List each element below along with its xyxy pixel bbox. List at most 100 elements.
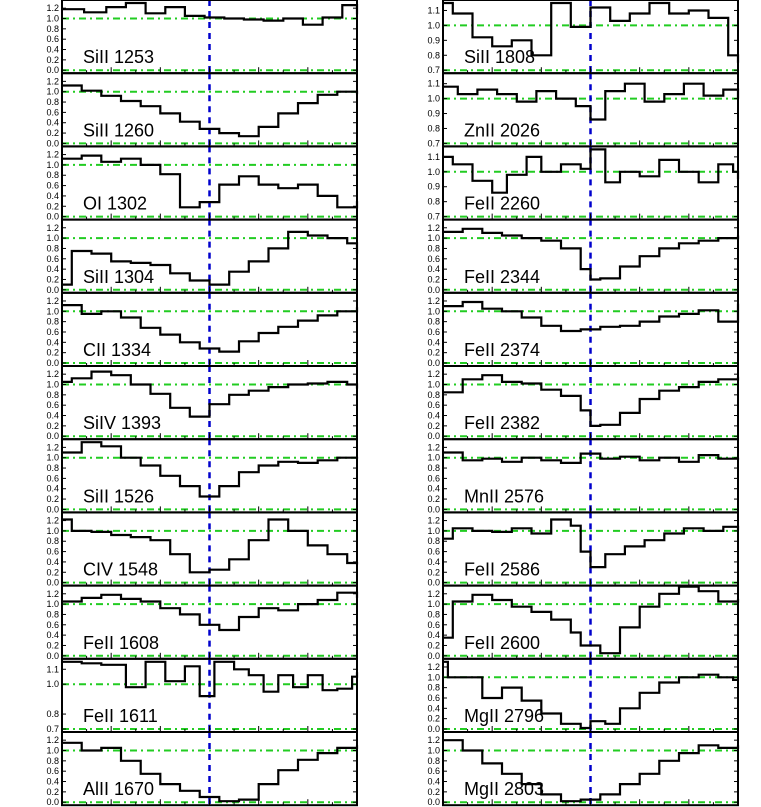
y-tick-label: 0.8 <box>427 536 440 546</box>
panel: 0.00.20.40.60.81.01.2 CIV 1548 <box>46 511 359 588</box>
spectrum-trace <box>62 741 359 803</box>
transition-label: MgII 2803 <box>464 779 544 799</box>
y-tick-label: 0.4 <box>46 264 59 274</box>
transition-label: FeII 2586 <box>464 560 540 580</box>
spectrum-trace <box>62 230 359 286</box>
y-tick-label: 0.2 <box>427 567 440 577</box>
y-tick-label: 0.6 <box>427 400 440 410</box>
y-tick-label: 0.8 <box>427 317 440 327</box>
spectrum-trace <box>443 1 740 63</box>
y-tick-label: 0.6 <box>46 766 59 776</box>
y-tick-label: 0.6 <box>46 620 59 630</box>
panel: 0.7 0.8 0.9 1.0 1.1 SiII 1808 <box>427 0 740 75</box>
y-tick-label: 0.8 <box>46 170 59 180</box>
y-tick-label: 0.8 <box>46 709 59 719</box>
spectrum-trace <box>443 227 740 281</box>
y-tick-label: 0.6 <box>427 620 440 630</box>
spectrum-trace <box>443 374 740 427</box>
panel: 0.00.20.40.60.81.01.2 FeII 2374 <box>427 291 740 368</box>
transition-label: CII 1334 <box>83 340 151 360</box>
y-tick-label: 0.8 <box>46 536 59 546</box>
y-tick-label: 1.0 <box>427 746 440 756</box>
transition-label: SiII 1304 <box>83 267 154 287</box>
y-tick-label: 0.8 <box>427 197 440 207</box>
y-tick-label: 0.6 <box>46 327 59 337</box>
y-tick-label: 0.6 <box>427 254 440 264</box>
y-tick-label: 1.2 <box>427 369 440 379</box>
y-tick-label: 1.0 <box>427 599 440 609</box>
y-tick-label: 0.6 <box>427 327 440 337</box>
y-tick-label: 0.6 <box>427 547 440 557</box>
y-tick-label: 0.4 <box>427 777 440 787</box>
y-tick-label: 0.8 <box>427 50 440 60</box>
transition-label: CIV 1548 <box>83 560 158 580</box>
y-tick-label: 1.0 <box>46 453 59 463</box>
y-tick-label: 0.0 <box>46 138 59 148</box>
panel: 0.00.20.40.60.81.01.2 FeII 1608 <box>46 584 359 661</box>
panel: 0.00.20.40.60.81.01.2 SiII 1253 <box>46 0 359 75</box>
y-tick-label: 0.8 <box>46 463 59 473</box>
y-tick-label: 1.2 <box>427 662 440 672</box>
transition-label: OI 1302 <box>83 194 147 214</box>
spectrum-trace <box>443 585 740 655</box>
y-tick-label: 0.2 <box>427 640 440 650</box>
y-tick-label: 0.6 <box>46 107 59 117</box>
y-tick-label: 0.4 <box>46 630 59 640</box>
spectrum-trace <box>62 304 359 353</box>
spectrum-trace <box>62 1 359 26</box>
y-tick-label: 1.0 <box>427 672 440 682</box>
panel: 0.00.20.40.60.81.01.2 SiII 1304 <box>46 218 359 295</box>
y-tick-label: 0.0 <box>427 651 440 661</box>
y-tick-label: 0.8 <box>427 683 440 693</box>
y-tick-label: 1.2 <box>427 442 440 452</box>
y-tick-label: 0.0 <box>46 651 59 661</box>
y-tick-label: 0.6 <box>46 34 59 44</box>
transition-label: FeII 2382 <box>464 413 540 433</box>
spectrum-trace <box>443 300 740 333</box>
y-tick-label: 0.4 <box>427 630 440 640</box>
y-tick-label: 1.1 <box>427 79 440 89</box>
y-tick-label: 0.2 <box>427 787 440 797</box>
spectrum-trace <box>443 451 740 464</box>
y-tick-label: 1.2 <box>46 516 59 526</box>
y-tick-label: 0.7 <box>427 138 440 148</box>
y-tick-label: 0.6 <box>46 547 59 557</box>
y-tick-label: 0.0 <box>46 431 59 441</box>
y-tick-label: 0.0 <box>46 212 59 222</box>
transition-label: FeII 2600 <box>464 633 540 653</box>
spectrum-trace <box>62 660 359 698</box>
y-tick-label: 1.2 <box>46 735 59 745</box>
y-tick-label: 0.6 <box>46 473 59 483</box>
transition-label: FeII 1608 <box>83 633 159 653</box>
y-tick-label: 0.8 <box>46 609 59 619</box>
panel: 0.00.20.40.60.81.01.2 CII 1334 <box>46 291 359 368</box>
spectrum-trace <box>62 518 359 574</box>
y-tick-label: 1.0 <box>46 233 59 243</box>
spectrum-trace <box>62 154 359 209</box>
transition-label: FeII 2374 <box>464 340 540 360</box>
y-tick-label: 0.8 <box>427 463 440 473</box>
panel: 0.00.20.40.60.81.01.2 MnII 2576 <box>427 438 740 514</box>
y-tick-label: 1.2 <box>46 150 59 160</box>
y-tick-label: 1.2 <box>427 516 440 526</box>
y-tick-label: 1.0 <box>46 746 59 756</box>
y-tick-label: 0.8 <box>46 24 59 34</box>
y-tick-label: 1.0 <box>46 14 59 24</box>
spectrum-trace <box>443 518 740 569</box>
transition-label: MgII 2796 <box>464 706 544 726</box>
spectrum-trace <box>62 84 359 138</box>
panel: 0.7 0.8 0.9 1.0 1.1 ZnII 2026 <box>427 72 740 148</box>
y-tick-label: 0.0 <box>427 578 440 588</box>
y-tick-label: 0.8 <box>46 317 59 327</box>
y-tick-label: 0.2 <box>46 128 59 138</box>
y-tick-label: 0.8 <box>46 390 59 400</box>
y-tick-label: 1.2 <box>46 76 59 86</box>
transition-label: SiII 1526 <box>83 486 154 506</box>
y-tick-label: 0.8 <box>427 243 440 253</box>
y-tick-label: 0.4 <box>46 777 59 787</box>
y-tick-label: 0.2 <box>46 55 59 65</box>
spectrum-trace <box>62 370 359 418</box>
y-tick-label: 0.4 <box>427 557 440 567</box>
y-tick-label: 0.9 <box>427 182 440 192</box>
